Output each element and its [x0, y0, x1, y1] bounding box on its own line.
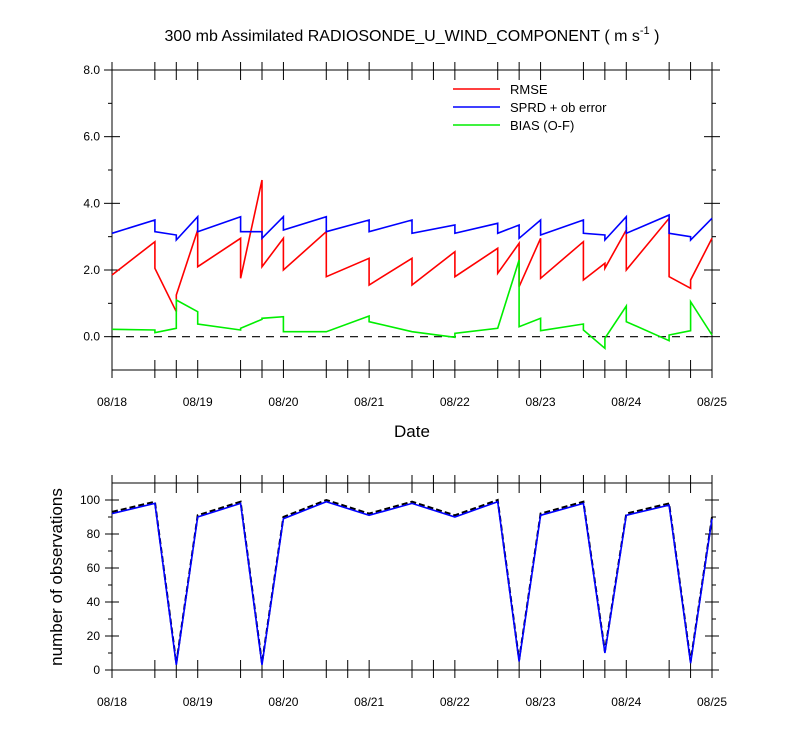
x-tick-label: 08/18	[97, 395, 127, 409]
y-tick-label: 80	[87, 527, 101, 541]
x-tick-label: 08/21	[354, 695, 384, 709]
chart-title-main: 300 mb Assimilated RADIOSONDE_U_WIND_COM…	[165, 28, 640, 45]
y-tick-label: 6.0	[83, 130, 100, 144]
x-tick-label: 08/25	[697, 395, 727, 409]
x-tick-label: 08/22	[440, 395, 470, 409]
x-tick-label: 08/19	[183, 695, 213, 709]
series-line-bias-o-f	[111, 259, 713, 351]
x-axis-title: Date	[394, 422, 430, 441]
bottom-plot-ticks: 08/18 08/19 08/20 08/21 08/22 08/23 08/24 08/25…	[80, 475, 727, 709]
x-tick-label: 08/20	[268, 695, 298, 709]
top-plot: 08/18 08/19 08/20 08/21 08/22 08/23 08/24 08/25…	[83, 62, 727, 441]
x-tick-label: 08/23	[526, 695, 556, 709]
series-line-sprd-ob-error	[111, 213, 713, 243]
y-tick-label: 100	[80, 493, 100, 507]
series-line-assimilated	[111, 500, 713, 666]
top-plot-ticks: 08/18 08/19 08/20 08/21 08/22 08/23 08/24 08/25…	[83, 62, 727, 409]
x-tick-label: 08/19	[183, 395, 213, 409]
bottom-plot-series	[111, 498, 713, 666]
y-tick-label: 0	[93, 663, 100, 677]
x-tick-label: 08/22	[440, 695, 470, 709]
y-tick-label: 20	[87, 629, 101, 643]
x-tick-label: 08/24	[611, 395, 641, 409]
x-tick-label: 08/21	[354, 395, 384, 409]
y-tick-label: 4.0	[83, 196, 100, 210]
x-tick-label: 08/25	[697, 695, 727, 709]
chart-title: 300 mb Assimilated RADIOSONDE_U_WIND_COM…	[165, 25, 660, 45]
series-line-possible	[111, 498, 713, 664]
y-axis-title: number of observations	[47, 488, 66, 666]
chart-title-end: )	[650, 28, 660, 45]
y-tick-label: 8.0	[83, 63, 100, 77]
bottom-plot: 08/18 08/19 08/20 08/21 08/22 08/23 08/24 08/25…	[47, 475, 727, 709]
y-tick-label: 60	[87, 561, 101, 575]
legend: RMSE SPRD + ob error BIAS (O-F)	[453, 82, 607, 133]
x-tick-label: 08/24	[611, 695, 641, 709]
legend-label: RMSE	[510, 82, 548, 97]
legend-label: SPRD + ob error	[510, 100, 607, 115]
x-tick-label: 08/23	[526, 395, 556, 409]
y-tick-label: 2.0	[83, 263, 100, 277]
top-plot-series	[111, 179, 713, 351]
x-tick-label: 08/18	[97, 695, 127, 709]
chart-title-superscript: -1	[640, 25, 650, 37]
series-line-rmse	[111, 179, 713, 313]
y-tick-label: 0.0	[83, 330, 100, 344]
x-tick-label: 08/20	[268, 395, 298, 409]
legend-label: BIAS (O-F)	[510, 118, 574, 133]
bottom-plot-frame	[111, 482, 713, 671]
y-tick-label: 40	[87, 595, 101, 609]
